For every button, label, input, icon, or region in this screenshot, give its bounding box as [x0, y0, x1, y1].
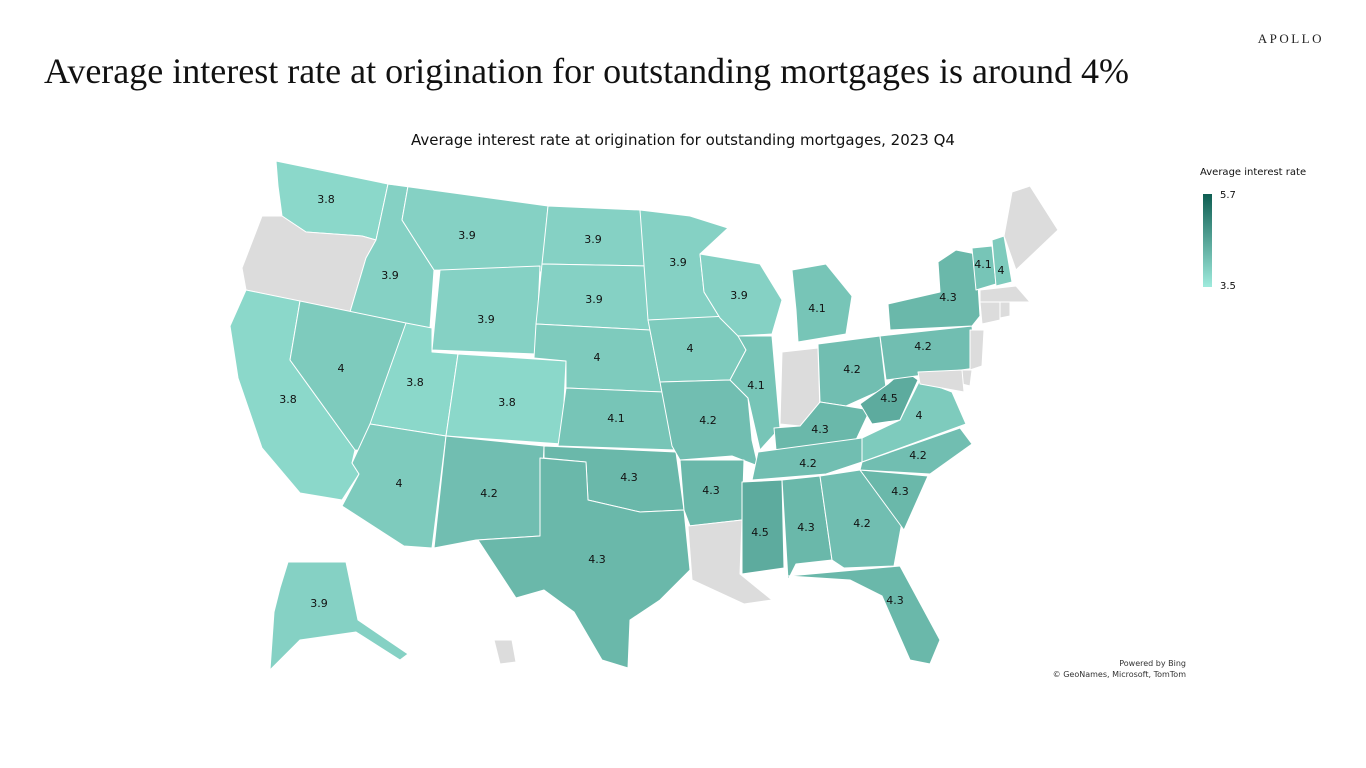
state-sd[interactable]	[535, 263, 651, 331]
state-nd[interactable]	[541, 205, 649, 267]
state-ks[interactable]	[557, 387, 677, 451]
state-fl[interactable]	[787, 565, 941, 665]
state-hi[interactable]	[493, 639, 517, 665]
apollo-logo: APOLLO	[1257, 31, 1324, 46]
headline: Average interest rate at origination for…	[44, 51, 1130, 91]
state-md[interactable]	[917, 369, 965, 393]
state-nm[interactable]	[433, 435, 545, 549]
state-al[interactable]	[781, 475, 833, 581]
state-ms[interactable]	[741, 479, 785, 575]
state-nc[interactable]	[859, 427, 973, 475]
map-title: Average interest rate at origination for…	[411, 131, 955, 149]
attribution-credits: © GeoNames, Microsoft, TomTom	[1052, 670, 1186, 679]
state-ri[interactable]	[999, 301, 1011, 319]
state-oh[interactable]	[817, 335, 887, 407]
legend-title: Average interest rate	[1200, 167, 1307, 178]
state-ma[interactable]	[979, 285, 1031, 303]
state-ny[interactable]	[887, 249, 981, 331]
state-sc[interactable]	[859, 469, 929, 531]
state-me[interactable]	[1003, 185, 1059, 271]
legend-min-label: 3.5	[1220, 281, 1236, 292]
map-attribution: Powered by Bing © GeoNames, Microsoft, T…	[1053, 658, 1186, 680]
state-co[interactable]	[445, 353, 567, 445]
state-tn[interactable]	[751, 437, 863, 481]
state-vt[interactable]	[971, 245, 997, 291]
state-mi[interactable]	[791, 263, 853, 343]
state-wv[interactable]	[859, 369, 919, 425]
state-il[interactable]	[729, 335, 781, 451]
state-ct[interactable]	[979, 301, 1001, 325]
state-nh[interactable]	[991, 235, 1013, 287]
state-wi[interactable]	[699, 253, 783, 337]
state-wy[interactable]	[431, 265, 541, 355]
state-shapes	[229, 160, 1059, 671]
state-ar[interactable]	[679, 459, 745, 527]
state-ak[interactable]	[269, 561, 409, 671]
state-tx[interactable]	[477, 457, 691, 669]
legend-color-ramp	[1203, 194, 1212, 287]
legend-max-label: 5.7	[1220, 190, 1236, 201]
attribution-powered-by: Powered by Bing	[1119, 659, 1186, 668]
state-nj[interactable]	[969, 329, 985, 371]
